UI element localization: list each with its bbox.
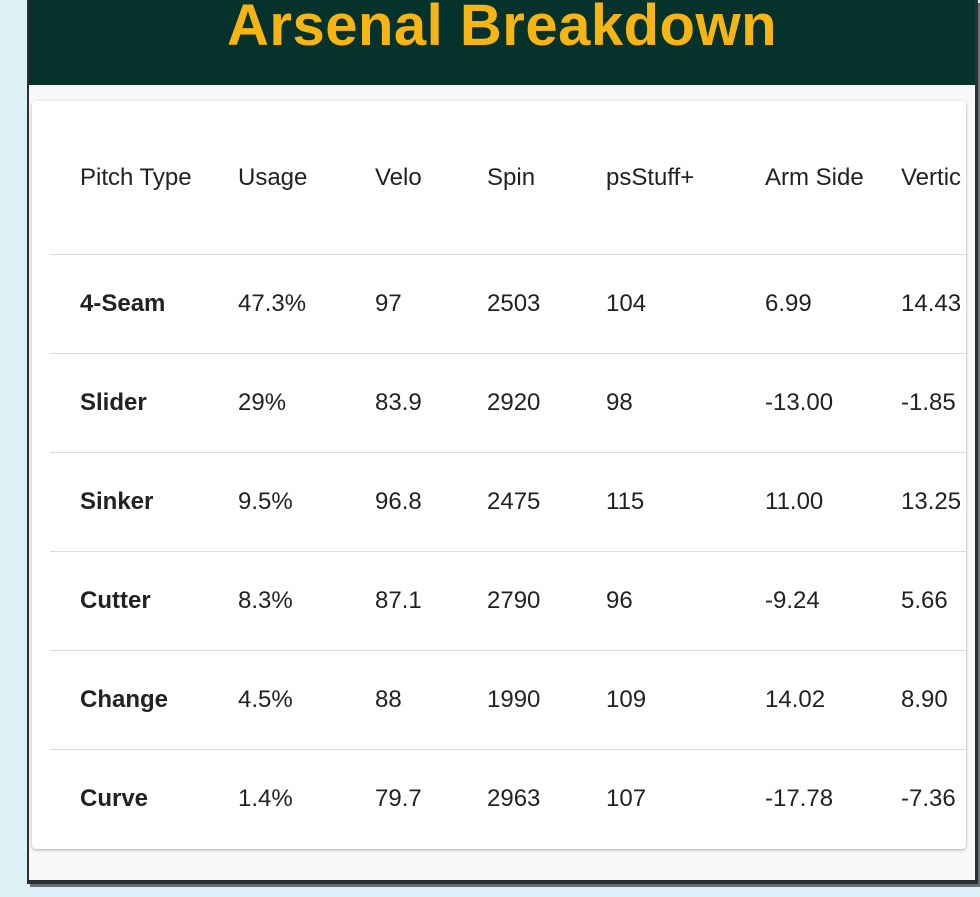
cell: 29% <box>208 353 345 453</box>
table-row: Cutter 8.3% 87.1 2790 96 -9.24 5.66 <box>50 551 966 651</box>
table-row: Change 4.5% 88 1990 109 14.02 8.90 <box>50 650 966 750</box>
column-header: Usage <box>238 164 308 191</box>
cell: 2963 <box>457 749 576 848</box>
cell: 87.1 <box>345 551 457 651</box>
pitch-type: Slider <box>50 353 208 453</box>
cell: 13.25 <box>871 452 966 552</box>
header-row: Pitch Type Usage Velo Spin psStuff+ Arm Side V… <box>50 101 966 255</box>
cell: 88 <box>345 650 457 750</box>
cell: 2920 <box>457 353 576 453</box>
cell: 115 <box>576 452 735 552</box>
cell: 5.66 <box>871 551 966 651</box>
cell: 1990 <box>457 650 576 750</box>
cell: 9.5% <box>208 452 345 552</box>
cell: 2475 <box>457 452 576 552</box>
cell: 8.90 <box>871 650 966 750</box>
column-header: Velo <box>375 164 422 191</box>
cell: 47.3% <box>208 254 345 354</box>
cell: 2790 <box>457 551 576 651</box>
cell: 97 <box>345 254 457 354</box>
pitch-type: Curve <box>50 749 208 848</box>
cell: 1.4% <box>208 749 345 848</box>
cell: -1.85 <box>871 353 966 453</box>
cell: 2503 <box>457 254 576 354</box>
column-header: psStuff+ <box>606 164 695 191</box>
table: Pitch Type Usage Velo Spin psStuff+ Arm Side V… <box>50 101 966 848</box>
pitch-type: Change <box>50 650 208 750</box>
cell: 96 <box>576 551 735 651</box>
column-header: Spin <box>487 164 536 191</box>
cell: 107 <box>576 749 735 848</box>
table-row: Curve 1.4% 79.7 2963 107 -17.78 -7.36 <box>50 749 966 848</box>
cell: -13.00 <box>735 353 871 453</box>
column-header: Pitch Type <box>80 164 192 191</box>
column-header: Arm Side <box>765 164 864 191</box>
cell: 104 <box>576 254 735 354</box>
table-card: Pitch Type Usage Velo Spin psStuff+ Arm Side V… <box>32 101 966 849</box>
pitch-type: 4-Seam <box>50 254 208 354</box>
cell: 79.7 <box>345 749 457 848</box>
cell: 14.43 <box>871 254 966 354</box>
cell: 8.3% <box>208 551 345 651</box>
cell: -17.78 <box>735 749 871 848</box>
header: Arsenal Breakdown <box>29 0 975 85</box>
pitch-type: Sinker <box>50 452 208 552</box>
table-row: 4-Seam 47.3% 97 2503 104 6.99 14.43 <box>50 254 966 354</box>
table-row: Slider 29% 83.9 2920 98 -13.00 -1.85 <box>50 353 966 453</box>
cell: 6.99 <box>735 254 871 354</box>
pitch-type: Cutter <box>50 551 208 651</box>
cell: 109 <box>576 650 735 750</box>
cell: 14.02 <box>735 650 871 750</box>
table-row: Sinker 9.5% 96.8 2475 115 11.00 13.25 <box>50 452 966 552</box>
cell: -9.24 <box>735 551 871 651</box>
cell: 83.9 <box>345 353 457 453</box>
cell: 98 <box>576 353 735 453</box>
cell: -7.36 <box>871 749 966 848</box>
column-header: Vertic <box>901 164 962 191</box>
cell: 11.00 <box>735 452 871 552</box>
cell: 4.5% <box>208 650 345 750</box>
title: Arsenal Breakdown <box>226 0 777 58</box>
panel: Arsenal Breakdown Pitch Type Usage Velo Spi… <box>27 0 978 884</box>
cell: 96.8 <box>345 452 457 552</box>
